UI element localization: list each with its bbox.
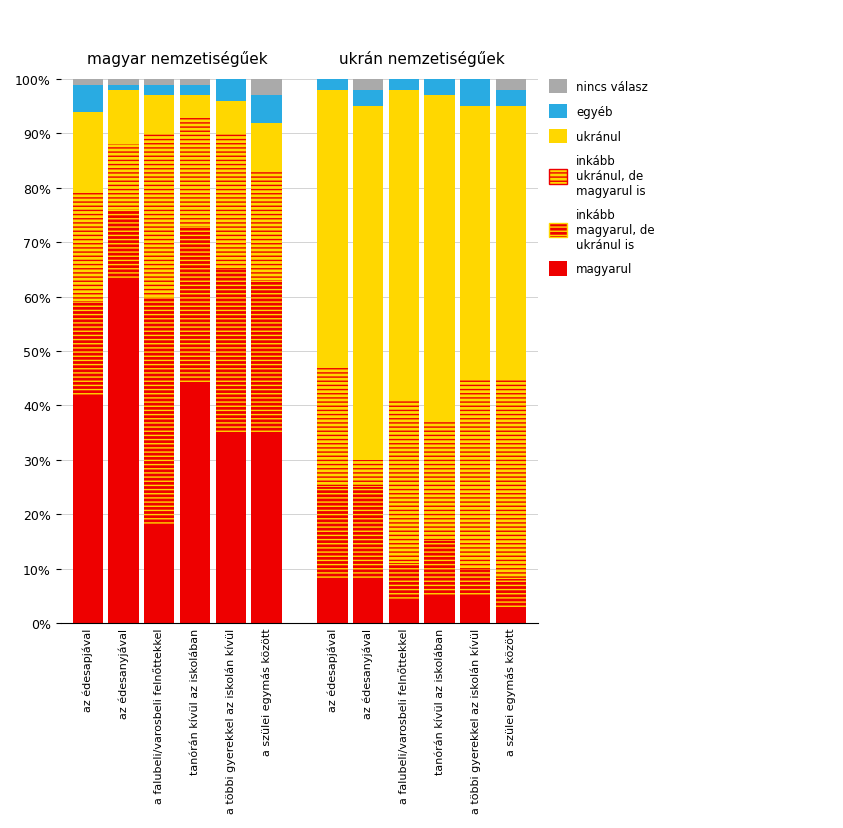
- Bar: [317, 80, 347, 91]
- Bar: [144, 85, 175, 96]
- Bar: [72, 194, 103, 303]
- Bar: [317, 91, 347, 368]
- Bar: [72, 395, 103, 623]
- Bar: [425, 542, 454, 596]
- Bar: [389, 563, 419, 601]
- Bar: [389, 601, 419, 623]
- Bar: [144, 80, 175, 85]
- Bar: [496, 107, 526, 378]
- Bar: [425, 596, 454, 623]
- Bar: [460, 596, 491, 623]
- Bar: [72, 113, 103, 194]
- Bar: [72, 303, 103, 395]
- Bar: [251, 433, 282, 623]
- Bar: [496, 91, 526, 107]
- Bar: [144, 134, 175, 297]
- Bar: [389, 401, 419, 563]
- Bar: [317, 488, 347, 580]
- Bar: [496, 378, 526, 580]
- Bar: [216, 102, 246, 134]
- Bar: [425, 422, 454, 542]
- Bar: [425, 422, 454, 542]
- Bar: [317, 368, 347, 488]
- Bar: [460, 378, 491, 569]
- Bar: [109, 91, 138, 145]
- Bar: [109, 210, 138, 281]
- Bar: [353, 80, 384, 91]
- Bar: [389, 91, 419, 401]
- Bar: [144, 96, 175, 134]
- Bar: [72, 194, 103, 303]
- Bar: [216, 270, 246, 433]
- Bar: [460, 569, 491, 596]
- Bar: [251, 80, 282, 96]
- Bar: [460, 378, 491, 569]
- Bar: [180, 227, 210, 384]
- Bar: [460, 569, 491, 596]
- Bar: [180, 85, 210, 96]
- Bar: [180, 227, 210, 384]
- Bar: [353, 460, 384, 488]
- Bar: [460, 107, 491, 378]
- Bar: [496, 580, 526, 607]
- Bar: [216, 134, 246, 270]
- Bar: [496, 580, 526, 607]
- Bar: [460, 80, 491, 107]
- Bar: [109, 210, 138, 281]
- Bar: [180, 118, 210, 227]
- Bar: [216, 134, 246, 270]
- Bar: [251, 172, 282, 281]
- Bar: [425, 80, 454, 96]
- Bar: [180, 384, 210, 623]
- Bar: [353, 488, 384, 580]
- Bar: [425, 96, 454, 422]
- Bar: [144, 297, 175, 526]
- Bar: [109, 80, 138, 85]
- Text: magyar nemzetiségűek: magyar nemzetiségűek: [87, 51, 267, 66]
- Bar: [144, 297, 175, 526]
- Bar: [389, 563, 419, 601]
- Bar: [109, 281, 138, 623]
- Text: ukrán nemzetiségűek: ukrán nemzetiségűek: [339, 51, 505, 66]
- Bar: [353, 460, 384, 488]
- Bar: [353, 488, 384, 580]
- Bar: [144, 526, 175, 623]
- Bar: [216, 270, 246, 433]
- Bar: [389, 80, 419, 91]
- Bar: [180, 118, 210, 227]
- Bar: [251, 123, 282, 172]
- Bar: [353, 580, 384, 623]
- Bar: [389, 401, 419, 563]
- Bar: [109, 85, 138, 91]
- Legend: nincs válasz, egyéb, ukránul, inkább
ukránul, de
magyarul is, inkább
magyarul, d: nincs válasz, egyéb, ukránul, inkább ukr…: [545, 75, 659, 281]
- Bar: [216, 80, 246, 102]
- Bar: [353, 107, 384, 460]
- Bar: [496, 607, 526, 623]
- Bar: [496, 80, 526, 91]
- Bar: [251, 281, 282, 433]
- Bar: [251, 96, 282, 123]
- Bar: [317, 368, 347, 488]
- Bar: [317, 580, 347, 623]
- Bar: [425, 542, 454, 596]
- Bar: [317, 488, 347, 580]
- Bar: [353, 91, 384, 107]
- Bar: [109, 145, 138, 210]
- Bar: [216, 433, 246, 623]
- Bar: [72, 85, 103, 113]
- Bar: [109, 145, 138, 210]
- Bar: [72, 303, 103, 395]
- Bar: [144, 134, 175, 297]
- Bar: [496, 378, 526, 580]
- Bar: [180, 80, 210, 85]
- Bar: [180, 96, 210, 118]
- Bar: [251, 172, 282, 281]
- Bar: [251, 281, 282, 433]
- Bar: [72, 80, 103, 85]
